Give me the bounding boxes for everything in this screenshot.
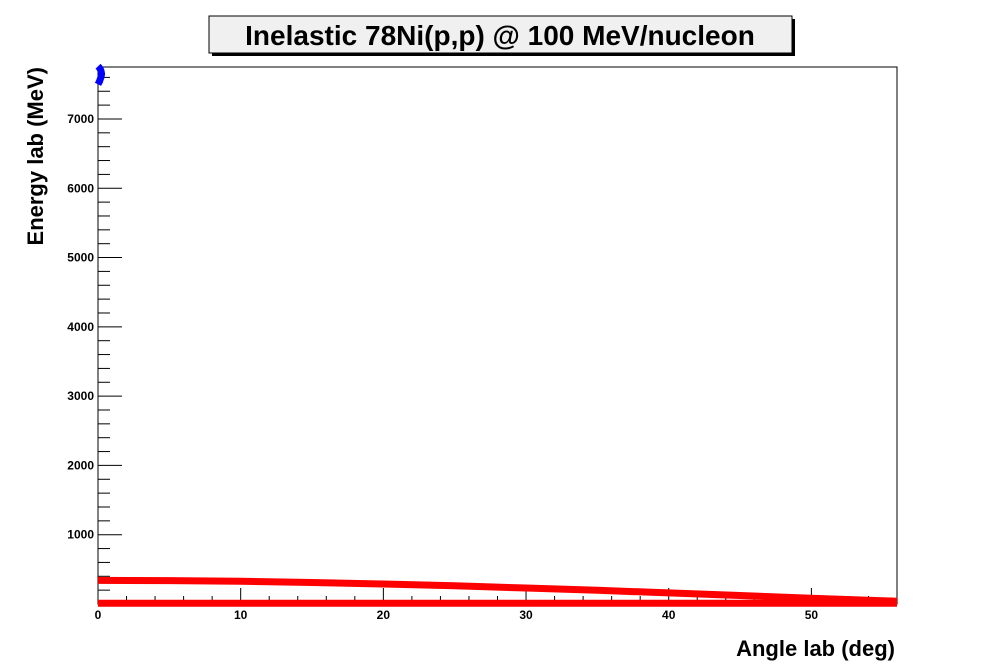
- x-tick-label: 10: [234, 608, 248, 622]
- y-tick-label: 3000: [67, 389, 94, 403]
- y-tick-label: 2000: [67, 458, 94, 472]
- y-tick-label: 4000: [67, 320, 94, 334]
- title-box-shadow-bottom: [212, 53, 795, 56]
- x-tick-label: 20: [377, 608, 391, 622]
- series-line-3: [94, 63, 106, 86]
- series-line-1: [97, 576, 898, 605]
- y-tick-label: 5000: [67, 251, 94, 265]
- y-tick-label: 6000: [67, 181, 94, 195]
- plot-frame: [97, 66, 898, 605]
- y-axis-title: Energy lab (MeV): [23, 67, 48, 245]
- title-box-shadow-right: [792, 19, 795, 56]
- axis-tick-labels: 0 10 20 30 40 50 1000 2000 3000 4000 5000 6000 7000: [67, 112, 818, 622]
- y-tick-label: 1000: [67, 528, 94, 542]
- y-tick-label: 7000: [67, 112, 94, 126]
- x-tick-label: 0: [95, 608, 102, 622]
- x-tick-label: 50: [805, 608, 819, 622]
- series-layer: [94, 63, 898, 607]
- chart-title: Inelastic 78Ni(p,p) @ 100 MeV/nucleon: [245, 20, 755, 51]
- x-tick-label: 30: [519, 608, 533, 622]
- x-tick-label: 40: [662, 608, 676, 622]
- title-box: [208, 15, 793, 54]
- x-axis-title: Angle lab (deg): [736, 636, 895, 661]
